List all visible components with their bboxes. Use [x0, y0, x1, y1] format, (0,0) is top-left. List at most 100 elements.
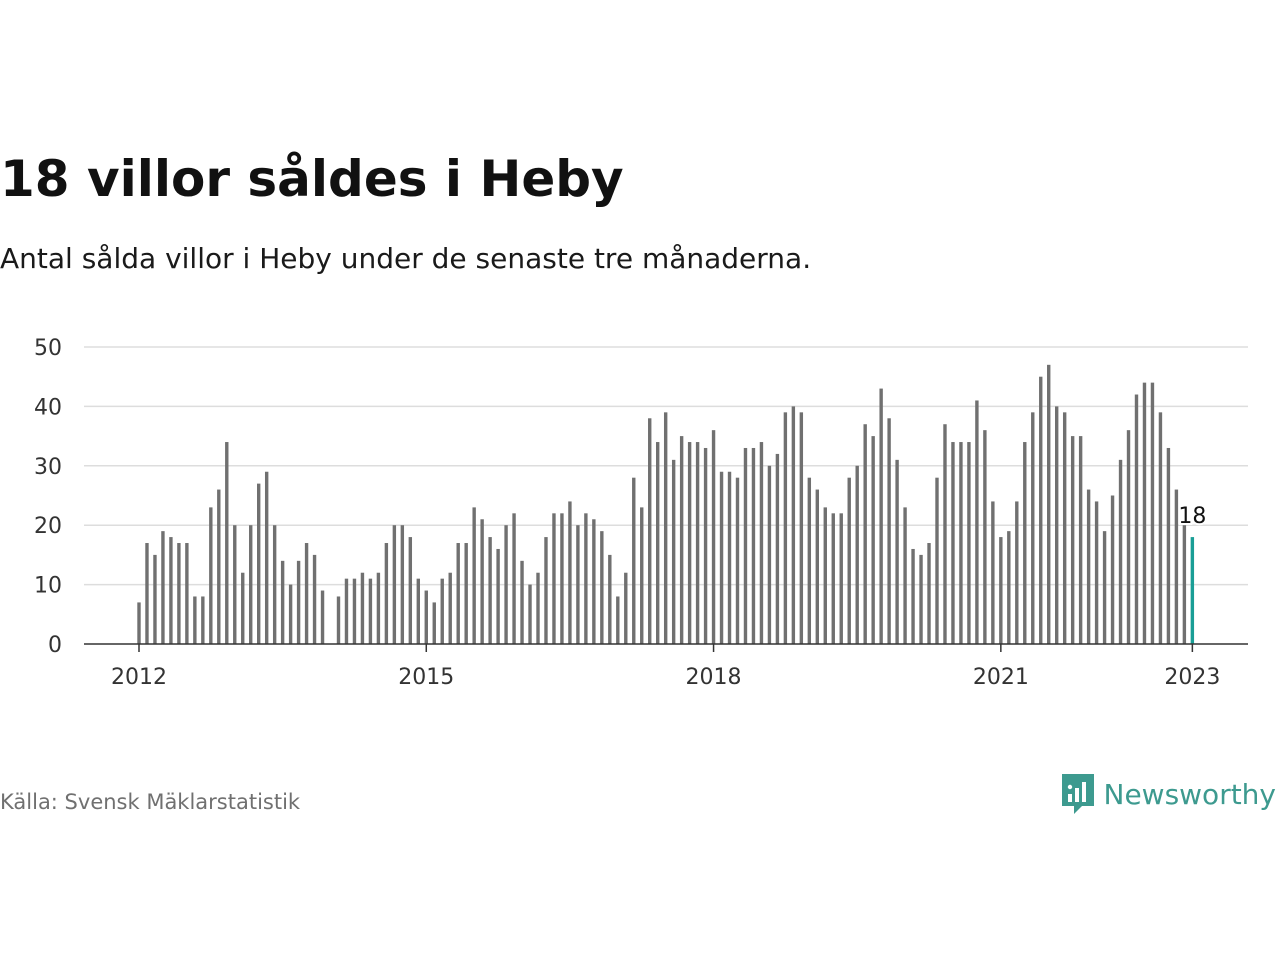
bar — [616, 596, 620, 644]
x-tick-label: 2021 — [973, 665, 1029, 690]
bar — [504, 525, 508, 644]
bar — [432, 602, 436, 644]
y-axis-ticks: 0 10 20 30 40 50 — [34, 336, 62, 658]
bar — [1110, 495, 1115, 644]
bar — [1166, 447, 1171, 644]
y-tick-label: 40 — [34, 395, 62, 420]
bar — [959, 442, 963, 644]
y-tick-label: 20 — [34, 514, 62, 539]
bar — [1055, 406, 1059, 644]
bar — [1094, 501, 1099, 644]
bar — [368, 578, 373, 644]
bar — [568, 501, 572, 644]
bar — [640, 507, 644, 644]
annotations: 18 — [1176, 502, 1208, 531]
bar — [1078, 436, 1083, 644]
bar — [975, 400, 979, 644]
bar — [264, 471, 269, 644]
bar — [999, 537, 1003, 644]
brand-logo[interactable]: Newsworthy — [1060, 772, 1277, 816]
bar — [887, 418, 891, 644]
bar — [751, 447, 756, 644]
y-tick-label: 30 — [34, 455, 62, 480]
bar — [1086, 489, 1091, 644]
bar — [831, 513, 835, 644]
bar — [384, 543, 389, 644]
bar — [991, 501, 995, 644]
bar — [392, 525, 397, 644]
bar — [352, 578, 357, 644]
bar — [304, 543, 309, 644]
bar — [695, 442, 700, 644]
bar — [648, 418, 652, 644]
bar — [1150, 382, 1155, 644]
bar — [943, 424, 947, 644]
bar — [656, 442, 660, 644]
bar — [967, 442, 971, 644]
bar — [344, 578, 349, 644]
bar — [137, 602, 141, 644]
x-tick-label: 2015 — [398, 665, 454, 690]
bar — [448, 572, 452, 644]
bar — [217, 489, 221, 644]
bar — [257, 483, 261, 644]
bar — [296, 560, 301, 644]
bar — [312, 554, 317, 644]
source-note: Källa: Svensk Mäklarstatistik — [0, 790, 301, 814]
bar — [424, 590, 428, 644]
bar — [1039, 376, 1043, 644]
bar — [1102, 531, 1107, 644]
bar — [703, 447, 708, 644]
bar — [1118, 459, 1123, 644]
bar — [177, 543, 181, 644]
bar — [400, 525, 405, 644]
bar — [320, 590, 325, 644]
bar — [735, 477, 740, 644]
bar — [241, 572, 245, 644]
bar — [1062, 412, 1067, 644]
bar — [863, 424, 867, 644]
bar — [663, 412, 668, 644]
bar — [1134, 394, 1139, 644]
bar — [935, 477, 939, 644]
bar — [464, 543, 468, 644]
bar — [560, 513, 564, 644]
bar — [552, 513, 556, 644]
bar — [536, 572, 540, 644]
bar — [576, 525, 580, 644]
bar — [280, 560, 285, 644]
bar — [169, 537, 173, 644]
bar-chart: 0 10 20 30 40 50 2012 2015 2018 2021 2023 18 — [34, 336, 1248, 690]
bar — [145, 543, 149, 644]
bar — [799, 412, 804, 644]
bar — [201, 596, 205, 644]
bar — [679, 436, 684, 644]
bar — [600, 531, 604, 644]
x-tick-label: 2012 — [111, 665, 167, 690]
bar — [775, 453, 780, 644]
bar — [871, 436, 875, 644]
bar — [193, 596, 197, 644]
bar — [288, 584, 293, 644]
bar — [185, 543, 189, 644]
bar — [336, 596, 341, 644]
bar — [687, 442, 692, 644]
bar — [711, 430, 716, 644]
bar — [209, 507, 213, 644]
brand-name: Newsworthy — [1103, 777, 1277, 811]
bar — [911, 548, 915, 644]
bar — [919, 554, 923, 644]
bar — [225, 442, 229, 644]
bar — [1174, 489, 1179, 644]
bar — [783, 412, 788, 644]
bar — [1015, 501, 1019, 644]
bar — [903, 507, 907, 644]
y-tick-label: 50 — [34, 336, 62, 361]
bar — [839, 513, 843, 644]
x-axis-ticks: 2012 2015 2018 2021 2023 — [111, 644, 1220, 690]
bar — [480, 519, 484, 644]
bar — [983, 430, 987, 644]
bar — [528, 584, 532, 644]
bar — [376, 572, 381, 644]
newsworthy-logo-icon — [1061, 774, 1094, 814]
